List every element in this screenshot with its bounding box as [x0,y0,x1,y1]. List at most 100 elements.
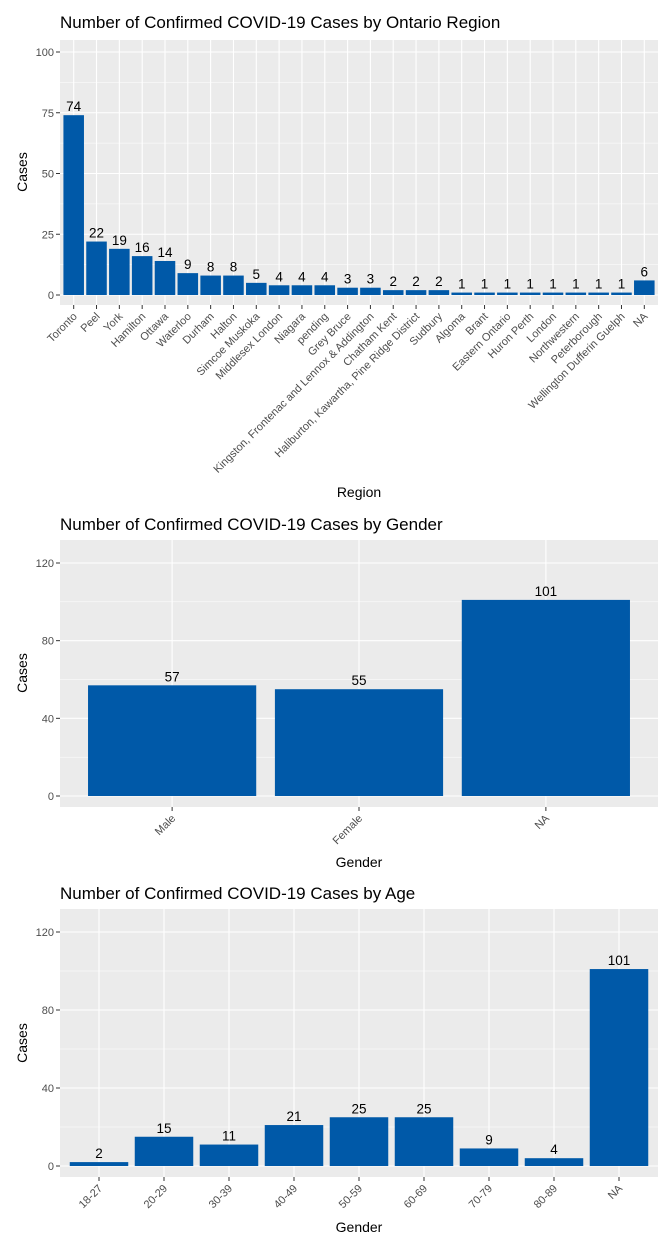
region-chart-bar-ottawa [154,260,176,295]
gender-chart-bars [88,599,630,796]
region-chart-y-tick-label: 75 [42,108,54,120]
age-chart-y-tick-label: 0 [48,1161,54,1173]
region-chart-data-label-pending: 4 [321,269,329,284]
region-chart-bar-northwestern [565,292,587,295]
gender-chart-title: Number of Confirmed COVID-19 Cases by Ge… [60,515,443,534]
gender-chart-data-label-female: 55 [351,673,366,688]
region-chart-data-label-halton: 8 [230,260,238,275]
age-chart-x-tick-label-70-79: 70-79 [467,1183,495,1211]
gender-chart-y-tick-label: 120 [36,558,54,570]
region-chart-bar-niagara [291,285,313,295]
age-chart-data-label-50-59: 25 [351,1101,366,1116]
region-chart-y-axis-title: Cases [14,152,30,192]
region-chart-bar-huron-perth [519,292,541,295]
region-chart-data-label-york: 19 [112,233,127,248]
age-chart-data-labels: 2 15 11 21 25 25 9 4 101 [95,953,630,1161]
region-chart-data-label-toronto: 74 [66,99,82,114]
region-chart-bar-durham [200,275,221,295]
region-chart-x-tick-label-peel: Peel [79,311,103,335]
region-chart-bar-eastern-ontario [497,292,518,295]
age-chart-bar-70-79 [459,1148,519,1166]
age-chart-x-tick-label-18-27: 18-27 [77,1183,105,1211]
region-chart-data-label-hamilton: 16 [135,240,150,255]
gender-chart-bar-na [461,599,630,796]
age-chart-x-axis-title: Gender [336,1219,383,1235]
region-chart-title: Number of Confirmed COVID-19 Cases by On… [60,13,500,32]
age-chart-bars [69,969,649,1166]
region-chart-bar-pending [314,285,336,295]
gender-chart-y-tick-label: 80 [42,636,54,648]
region-chart-bar-brant [474,292,495,295]
age-chart-bar-na [589,969,649,1166]
age-chart-x-tick-label-50-59: 50-59 [337,1183,365,1211]
region-chart-x-axis-title: Region [337,484,381,500]
region-chart-bar-wellington-dufferin-guelph [611,292,632,295]
age-chart-bar-20-29 [134,1136,194,1166]
gender-chart-y-axis: 0 40 80 120 [36,558,60,803]
region-chart-panel [60,40,658,305]
gender-chart: Number of Confirmed COVID-19 Cases by Ge… [14,515,658,870]
region-chart: Number of Confirmed COVID-19 Cases by On… [14,13,658,500]
region-chart-data-label-middlesex-london: 4 [275,269,283,284]
region-chart-data-label-grey-bruce: 3 [344,272,352,287]
age-chart-bar-60-69 [394,1117,454,1166]
region-chart-bar-haliburton-kawartha-pine-ridge-district [405,290,427,295]
age-chart-x-tick-label-60-69: 60-69 [402,1183,430,1211]
age-chart-data-label-30-39: 11 [222,1129,236,1144]
region-chart-bar-na [634,280,655,295]
age-chart-data-label-70-79: 9 [485,1132,493,1147]
age-chart-data-label-60-69: 25 [416,1101,431,1116]
region-chart-y-tick-label: 0 [48,290,54,302]
region-chart-data-label-eastern-ontario: 1 [504,277,512,292]
gender-chart-data-label-na: 101 [535,584,558,599]
region-chart-data-label-ottawa: 14 [157,245,173,260]
region-chart-bar-waterloo [177,273,199,295]
region-chart-bar-london [542,292,564,295]
region-chart-data-label-wellington-dufferin-guelph: 1 [618,277,626,292]
region-chart-data-label-chatham-kent: 2 [389,274,397,289]
gender-chart-x-tick-label-na: NA [533,812,553,832]
gender-chart-y-tick-label: 0 [48,791,54,803]
age-chart-bar-50-59 [329,1117,389,1166]
age-chart-bar-18-27 [69,1162,129,1166]
region-chart-y-axis: 0 25 50 75 100 [36,47,60,302]
age-chart-x-tick-label-80-89: 80-89 [532,1183,560,1211]
region-chart-y-tick-label: 100 [36,47,54,59]
age-chart-data-label-20-29: 15 [156,1121,171,1136]
region-chart-data-label-na: 6 [641,264,649,279]
region-chart-bars [63,115,655,296]
region-chart-data-label-london: 1 [549,277,557,292]
age-chart-y-tick-label: 40 [42,1083,54,1095]
region-chart-bar-peel [86,241,107,295]
region-chart-data-label-algoma: 1 [458,277,466,292]
region-chart-data-label-kingston-frontenac-and-lennox-addington: 3 [367,272,375,287]
gender-chart-bar-male [88,685,257,796]
region-chart-bar-simcoe-muskoka [246,282,267,295]
age-chart-y-axis-title: Cases [14,1023,30,1063]
region-chart-x-tick-label-toronto: Toronto [45,311,79,345]
region-chart-x-tick-label-na: NA [631,310,651,330]
age-chart-bar-30-39 [199,1144,259,1166]
age-chart-data-label-40-49: 21 [286,1109,301,1124]
region-chart-data-label-waterloo: 9 [184,257,192,272]
region-chart-data-label-peel: 22 [89,226,104,241]
age-chart-x-tick-label-na: NA [606,1182,626,1202]
age-chart: Number of Confirmed COVID-19 Cases by Ag… [14,884,658,1235]
age-chart-x-tick-label-30-39: 30-39 [207,1183,235,1211]
gender-chart-bar-female [274,689,444,796]
region-chart-bar-york [109,248,130,295]
region-chart-data-label-sudbury: 2 [435,274,443,289]
region-chart-bar-middlesex-london [268,285,290,295]
region-chart-bar-toronto [63,115,84,296]
region-chart-y-tick-label: 25 [42,229,54,241]
region-chart-data-label-peterborough: 1 [595,277,603,292]
age-chart-title: Number of Confirmed COVID-19 Cases by Ag… [60,884,415,903]
gender-chart-data-label-male: 57 [165,669,180,684]
region-chart-data-label-niagara: 4 [298,269,306,284]
age-chart-data-label-na: 101 [608,953,631,968]
gender-chart-y-tick-label: 40 [42,713,54,725]
age-chart-x-tick-label-40-49: 40-49 [272,1183,300,1211]
region-chart-bar-chatham-kent [382,290,404,295]
